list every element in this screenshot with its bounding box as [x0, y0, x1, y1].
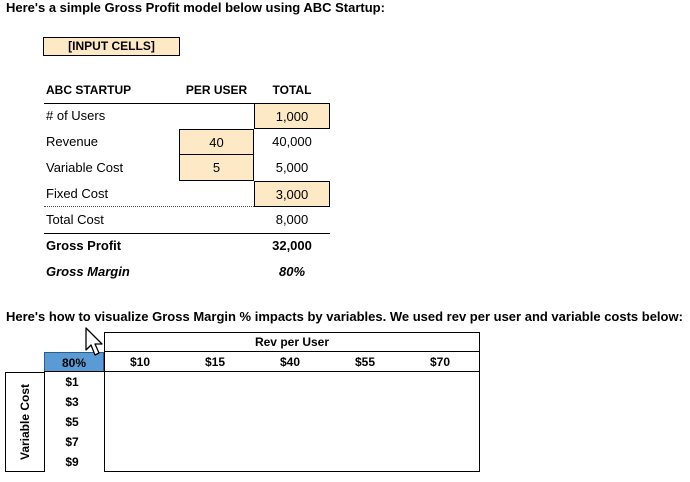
row-label-fixed-cost[interactable]: Fixed Cost	[46, 186, 109, 201]
row-title-frame	[5, 372, 45, 472]
cell-gross-margin-total[interactable]: 80%	[278, 264, 306, 279]
row-label-users[interactable]: # of Users	[46, 108, 106, 123]
col-title-rev-per-user[interactable]: Rev per User	[254, 335, 330, 349]
cell-revenue-total[interactable]: 40,000	[272, 134, 312, 149]
cell-gross-profit-total[interactable]: 32,000	[272, 238, 312, 253]
col-header[interactable]: $10	[129, 355, 151, 369]
cell-variable-cost-total[interactable]: 5,000	[275, 160, 309, 175]
row-label-revenue[interactable]: Revenue	[46, 134, 99, 149]
col-header[interactable]: $40	[279, 355, 301, 369]
row-label-total-cost[interactable]: Total Cost	[46, 212, 104, 227]
cell-fixed-cost-total[interactable]: 3,000	[254, 181, 330, 207]
row-header[interactable]: $9	[65, 455, 79, 469]
mouse-pointer-icon	[85, 327, 103, 356]
cell-users-total[interactable]: 1,000	[254, 103, 330, 129]
row-header[interactable]: $1	[65, 375, 79, 389]
row-header[interactable]: $5	[65, 415, 79, 429]
viz-intro-text: Here's how to visualize Gross Margin % i…	[6, 309, 683, 324]
col-header[interactable]: $55	[354, 355, 376, 369]
column-header-underline	[44, 371, 480, 372]
header-abc-startup: ABC STARTUP	[46, 83, 132, 97]
row-header[interactable]: $3	[65, 395, 79, 409]
header-per-user: PER USER	[185, 83, 248, 97]
cell-total-cost-total[interactable]: 8,000	[275, 212, 309, 227]
intro-text: Here's a simple Gross Profit model below…	[6, 0, 385, 15]
col-header[interactable]: $70	[429, 355, 451, 369]
row-label-gross-margin[interactable]: Gross Margin	[46, 264, 130, 279]
col-title-divider	[104, 351, 480, 352]
total-cost-underline	[44, 233, 330, 234]
fixed-cost-divider	[44, 206, 254, 207]
row-label-gross-profit[interactable]: Gross Profit	[46, 238, 122, 253]
header-total: TOTAL	[272, 83, 312, 97]
input-cells-legend: [INPUT CELLS]	[43, 37, 180, 56]
cell-revenue-per-user[interactable]: 40	[179, 129, 254, 155]
data-table-frame	[104, 332, 480, 472]
row-title-variable-cost[interactable]: Variable Cost	[18, 383, 32, 461]
row-label-variable-cost[interactable]: Variable Cost	[46, 160, 124, 175]
cell-variable-cost-per-user[interactable]: 5	[179, 155, 254, 181]
header-underline	[44, 103, 330, 104]
col-header[interactable]: $15	[204, 355, 226, 369]
row-header[interactable]: $7	[65, 435, 79, 449]
